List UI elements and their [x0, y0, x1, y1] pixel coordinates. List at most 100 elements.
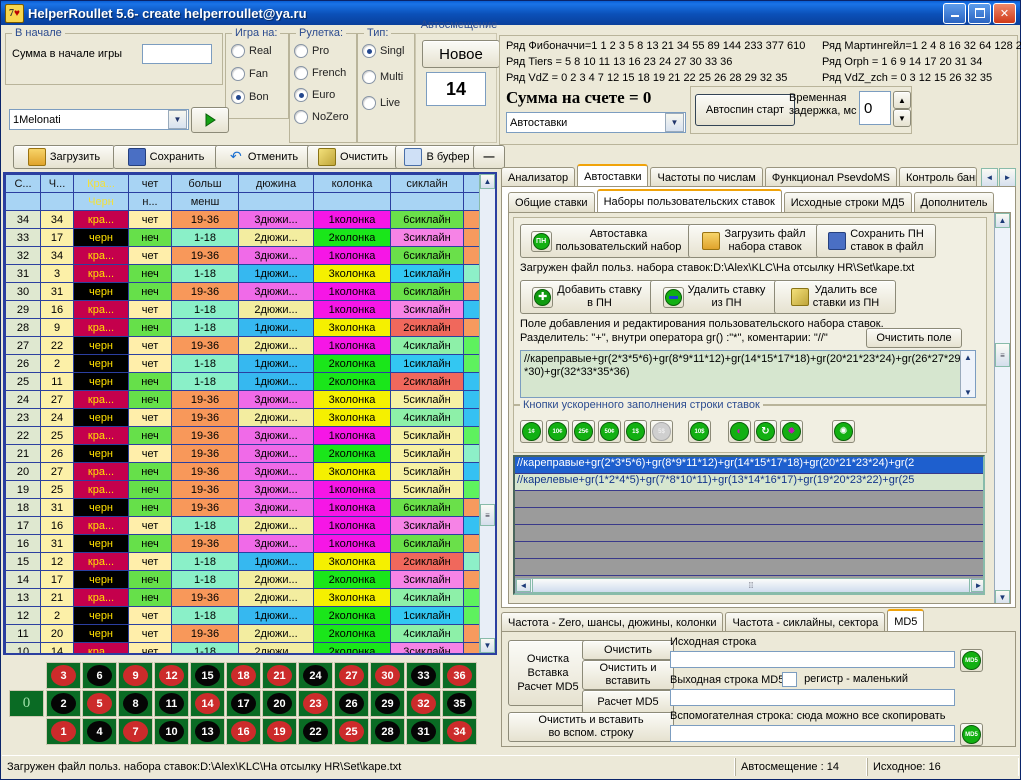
chevron-down-icon[interactable]: ▼ [665, 113, 684, 132]
spins-grid[interactable]: С... Ч... Кра... чет больш дюжина колонк… [3, 172, 497, 655]
table-row[interactable]: 262чернчет1-181дюжи...2колонка1сиклайнVd… [5, 354, 495, 373]
board-cell-20[interactable]: 20 [262, 690, 297, 717]
quickfill-chip-5[interactable]: 5$ [650, 420, 673, 443]
tab-freq-sixline[interactable]: Частота - сиклайны, сектора [725, 612, 886, 632]
radio-play-real[interactable]: Real [231, 44, 272, 58]
board-cell-15[interactable]: 15 [190, 662, 225, 689]
table-row[interactable]: 24 27 кра... неч 19-36 3дюжи... 3колонка 5сикла… [5, 390, 495, 409]
grid-vertical-scrollbar[interactable]: ▲ ≡ ▼ [479, 174, 495, 653]
radio-roulette-french[interactable]: French [294, 66, 346, 80]
list-item[interactable]: //карелевые+gr(1*2*4*5)+gr(7*8*10*11)+gr… [515, 474, 983, 491]
quickfill-chip-50[interactable]: 50¢ [598, 420, 621, 443]
bet-list-hscrollbar[interactable]: ◄ ⁞⁞ ► [515, 578, 983, 593]
table-row[interactable]: 28 9 кра... неч 1-18 1дюжи... 3колонка 2сиклайн… [5, 318, 495, 337]
board-cell-13[interactable]: 13 [190, 718, 225, 745]
load-button[interactable]: Загрузить [13, 145, 115, 169]
board-cell-3[interactable]: 3 [46, 662, 81, 689]
table-row[interactable]: 17 16 кра... чет 1-18 2дюжи... 1колонка 3сиклай… [5, 516, 495, 535]
col-header-spin[interactable]: С... [5, 174, 41, 193]
tab-analyzer[interactable]: Анализатор [501, 167, 576, 187]
radio-roulette-euro[interactable]: Euro [294, 88, 335, 102]
table-row[interactable]: 21 26 черн чет 19-36 3дюжи... 2колонка 5сиклайн… [5, 444, 495, 463]
board-cell-11[interactable]: 11 [154, 690, 189, 717]
table-row[interactable]: 27 22 черн чет 19-36 2дюжи... 1колонка 4сиклайн… [5, 336, 495, 355]
table-row[interactable]: 22 25 кра... неч 19-36 3дюжи... 1колонка 5сикла… [5, 426, 495, 445]
board-cell-16[interactable]: 16 [226, 718, 261, 745]
chevron-down-icon[interactable]: ▼ [168, 110, 187, 129]
table-row[interactable]: 122чернчет1-181дюжи...2колонка1сиклайнVd… [5, 606, 495, 625]
quickfill-chip-1[interactable]: 1$ [624, 420, 647, 443]
md5-calc-button[interactable]: Расчет MD5 [582, 690, 674, 714]
list-item[interactable] [515, 508, 983, 525]
md5-lowercase-option[interactable]: регистр - маленький [782, 672, 908, 687]
table-row[interactable]: 31 3 кра... неч 1-18 1дюжи... 3колонка 1сиклайн… [5, 264, 495, 283]
col-header-dozen[interactable]: дюжина [238, 174, 314, 193]
board-cell-27[interactable]: 27 [334, 662, 369, 689]
bet-edit-scroll-up-icon[interactable]: ▲ [964, 353, 972, 362]
panel-scroll-down-icon[interactable]: ▼ [995, 590, 1010, 603]
close-button[interactable]: ✕ [993, 2, 1016, 24]
add-bet-button[interactable]: ✚ Добавить ставку в ПН [520, 280, 654, 314]
md5-aux-input[interactable] [670, 725, 955, 742]
md5-clear-insert-button[interactable]: Очистить и вставить [582, 660, 674, 690]
tab-freq-zero[interactable]: Частота - Zero, шансы, дюжины, колонки [501, 612, 724, 632]
board-cell-10[interactable]: 10 [154, 718, 189, 745]
panel-scroll-thumb[interactable]: ≡ [995, 343, 1010, 367]
quickfill-chip-10[interactable]: 10¢ [546, 420, 569, 443]
list-item[interactable] [515, 542, 983, 559]
delay-input[interactable]: 0 [859, 91, 891, 125]
table-row[interactable]: 30 31 черн неч 19-36 3дюжи... 1колонка 6сиклайн… [5, 282, 495, 301]
bet-list[interactable]: //кареправые+gr(2*3*5*6)+gr(8*9*11*12)+g… [513, 455, 985, 595]
md5-clear-insert-aux-button[interactable]: Очистить и вставить во вспом. строку [508, 712, 674, 742]
board-cell-32[interactable]: 32 [406, 690, 441, 717]
board-cell-28[interactable]: 28 [370, 718, 405, 745]
col-header-highlow[interactable]: больш [171, 174, 239, 193]
board-cell-5[interactable]: 5 [82, 690, 117, 717]
panel-scroll-up-icon[interactable]: ▲ [995, 213, 1010, 228]
undo-button[interactable]: ↶ Отменить [215, 145, 311, 169]
autospin-start-button[interactable]: Автоспин старт [695, 94, 795, 126]
table-row[interactable]: 15 12 кра... чет 1-18 1дюжи... 3колонка 2сиклай… [5, 552, 495, 571]
board-cell-35[interactable]: 35 [442, 690, 477, 717]
quickfill-chip-25[interactable]: 25¢ [572, 420, 595, 443]
subtab-user-sets[interactable]: Наборы пользовательских ставок [596, 189, 782, 212]
list-item[interactable]: //кареправые+gr(2*3*5*6)+gr(8*9*11*12)+g… [515, 457, 983, 474]
md5-clear-button[interactable]: Очистить [582, 640, 674, 660]
list-item[interactable] [515, 559, 983, 576]
reset-icon[interactable]: ✺ [832, 420, 855, 443]
subtab-additional[interactable]: Дополнитель [913, 192, 995, 212]
tab-autobets[interactable]: Автоставки [577, 164, 649, 187]
radio-roulette-nozero[interactable]: NoZero [294, 110, 349, 124]
board-cell-30[interactable]: 30 [370, 662, 405, 689]
quickfill-chip-10[interactable]: 10$ [688, 420, 711, 443]
table-row[interactable]: 29 16 кра... чет 1-18 2дюжи... 1колонка 3сиклай… [5, 300, 495, 319]
delay-spin-up[interactable]: ▲ [893, 91, 911, 109]
board-cell-4[interactable]: 4 [82, 718, 117, 745]
table-row[interactable]: 32 34 кра... чет 19-36 3дюжи... 1колонка 6сикла… [5, 246, 495, 265]
new-autoshift-button[interactable]: Новое [422, 40, 500, 68]
md5-badge-icon-bottom[interactable]: MD5 [960, 723, 983, 746]
md5-badge-icon-top[interactable]: MD5 [960, 649, 983, 672]
delete-bet-button[interactable]: Удалить ставку из ПН [650, 280, 778, 314]
half-icon[interactable]: ◐ [728, 420, 751, 443]
play-button[interactable] [191, 107, 229, 133]
bet-edit-field[interactable]: //кареправые+gr(2*3*5*6)+gr(8*9*11*12)+g… [520, 350, 976, 398]
board-cell-25[interactable]: 25 [334, 718, 369, 745]
table-row[interactable]: 13 21 кра... неч 19-36 2дюжи... 3колонка 4сикла… [5, 588, 495, 607]
quickfill-chip-1[interactable]: 1¢ [520, 420, 543, 443]
col-header-parity[interactable]: чет [128, 174, 172, 193]
subtab-general[interactable]: Общие ставки [508, 192, 595, 212]
table-row[interactable]: 1417черннеч1-182дюжи...2колонка3сиклайнO… [5, 570, 495, 589]
board-cell-17[interactable]: 17 [226, 690, 261, 717]
board-cell-24[interactable]: 24 [298, 662, 333, 689]
table-row[interactable]: 34 34 кра... чет 19-36 3дюжи... 1колонка 6сикла… [5, 210, 495, 229]
board-cell-22[interactable]: 22 [298, 718, 333, 745]
board-cell-1[interactable]: 1 [46, 718, 81, 745]
board-cell-18[interactable]: 18 [226, 662, 261, 689]
subtab-md5-sources[interactable]: Исходные строки МД5 [783, 192, 912, 212]
tab-bankroll[interactable]: Контроль банкро [899, 167, 977, 187]
delay-spin-down[interactable]: ▼ [893, 109, 911, 127]
table-row[interactable]: 10 14 кра... чет 1-18 2дюжи... 2колонка 3сиклай… [5, 642, 495, 653]
board-cell-14[interactable]: 14 [190, 690, 225, 717]
hscroll-right-icon[interactable]: ► [971, 579, 983, 592]
